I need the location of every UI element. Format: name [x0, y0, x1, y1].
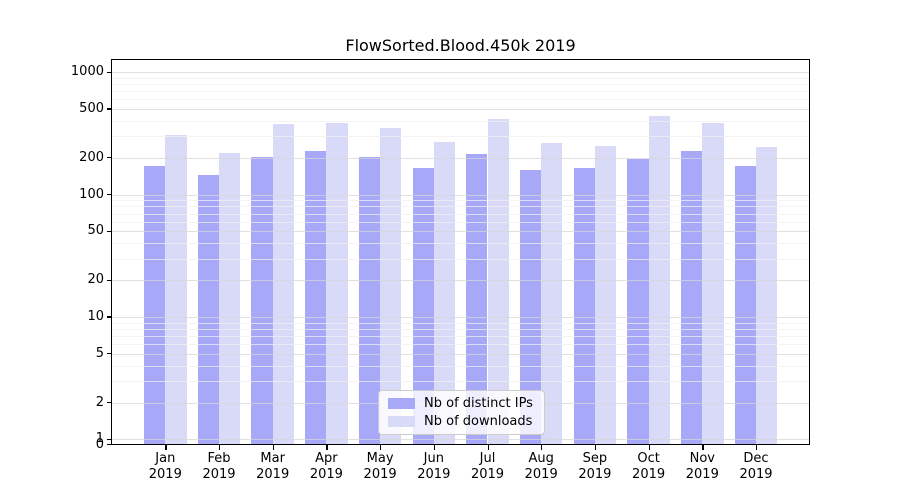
y-tick-20	[106, 279, 111, 281]
bar-downloads-oct	[648, 116, 670, 445]
x-tick-label-jun: Jun 2019	[417, 450, 451, 483]
x-tick-oct	[648, 444, 650, 450]
y-tick-label-5: 5	[95, 345, 104, 361]
x-tick-jun	[433, 444, 436, 450]
y-tick-50	[106, 230, 111, 232]
legend-item-downloads: Nb of downloads	[379, 414, 544, 429]
y-tick-2	[106, 401, 111, 404]
y-tick-200	[106, 157, 111, 159]
bar-ips-apr	[305, 150, 327, 445]
x-tick-label-jul: Jul 2019	[470, 450, 505, 483]
x-tick-label-sep: Sep 2019	[578, 450, 612, 483]
bar-ips-nov	[681, 150, 703, 445]
x-tick-label-feb: Feb 2019	[202, 450, 236, 483]
bar-ips-oct	[627, 158, 649, 445]
y-tick-label-100: 100	[79, 186, 104, 202]
y-tick-1000	[106, 71, 111, 73]
y-tick-5	[106, 353, 111, 355]
x-tick-nov	[702, 444, 704, 450]
y-tick-label-1: 1	[95, 431, 104, 447]
x-tick-label-oct: Oct 2019	[632, 450, 666, 483]
bar-ips-jun	[412, 167, 434, 445]
legend-swatch-downloads	[388, 415, 415, 427]
x-tick-aug	[541, 444, 543, 450]
y-tick-label-50: 50	[87, 223, 104, 239]
y-tick-label-200: 200	[79, 149, 104, 165]
bar-downloads-nov	[702, 122, 724, 445]
y-tick-label-10: 10	[87, 308, 104, 324]
legend-item-distinct-ips: Nb of distinct IPs	[379, 396, 544, 411]
bar-downloads-apr	[326, 123, 348, 445]
bar-downloads-dec	[756, 147, 778, 445]
bar-ips-jan	[144, 166, 166, 445]
x-tick-apr	[326, 444, 328, 450]
y-tick-label-20: 20	[87, 272, 104, 288]
bar-ips-mar	[251, 157, 273, 445]
bar-ips-jul	[466, 154, 488, 445]
y-tick-label-0: 0	[95, 436, 104, 452]
bar-downloads-jan	[165, 135, 187, 445]
y-tick-label-1000: 1000	[70, 64, 104, 80]
legend-label-distinct-ips: Nb of distinct IPs	[424, 396, 533, 412]
x-tick-label-jan: Jan 2019	[148, 450, 182, 483]
bar-ips-aug	[519, 169, 542, 445]
y-tick-label-500: 500	[79, 100, 104, 116]
x-tick-label-nov: Nov 2019	[685, 450, 719, 483]
bar-downloads-sep	[594, 145, 617, 445]
bar-downloads-mar	[272, 124, 294, 445]
bar-ips-dec	[734, 165, 756, 445]
bar-downloads-jun	[433, 142, 456, 445]
x-tick-feb	[219, 444, 221, 450]
chart-title: FlowSorted.Blood.450k 2019	[345, 36, 576, 55]
legend: Nb of distinct IPs Nb of downloads	[378, 390, 545, 435]
x-tick-label-may: May 2019	[363, 450, 397, 483]
legend-swatch-distinct-ips	[388, 398, 415, 410]
legend-label-downloads: Nb of downloads	[424, 413, 533, 429]
bar-ips-may	[358, 157, 381, 445]
plot-area	[106, 59, 810, 450]
x-tick-mar	[272, 444, 274, 450]
y-tick-0	[106, 443, 111, 446]
x-tick-label-dec: Dec 2019	[739, 450, 773, 483]
x-tick-jan	[165, 444, 167, 450]
x-tick-label-apr: Apr 2019	[309, 450, 343, 483]
bar-downloads-aug	[541, 142, 563, 445]
x-tick-may	[380, 444, 382, 450]
x-tick-jul	[487, 444, 489, 450]
bar-ips-sep	[573, 167, 595, 445]
y-tick-label-2: 2	[95, 394, 104, 410]
bar-ips-feb	[197, 175, 219, 445]
y-tick-100	[106, 193, 111, 196]
x-tick-label-mar: Mar 2019	[256, 450, 290, 483]
x-tick-sep	[594, 444, 597, 450]
y-tick-10	[106, 316, 111, 318]
y-tick-500	[106, 108, 111, 110]
y-tick-1	[106, 438, 111, 440]
bars-layer	[111, 59, 810, 445]
x-tick-label-aug: Aug 2019	[524, 450, 558, 483]
x-tick-dec	[756, 444, 758, 450]
bar-downloads-feb	[219, 153, 241, 445]
